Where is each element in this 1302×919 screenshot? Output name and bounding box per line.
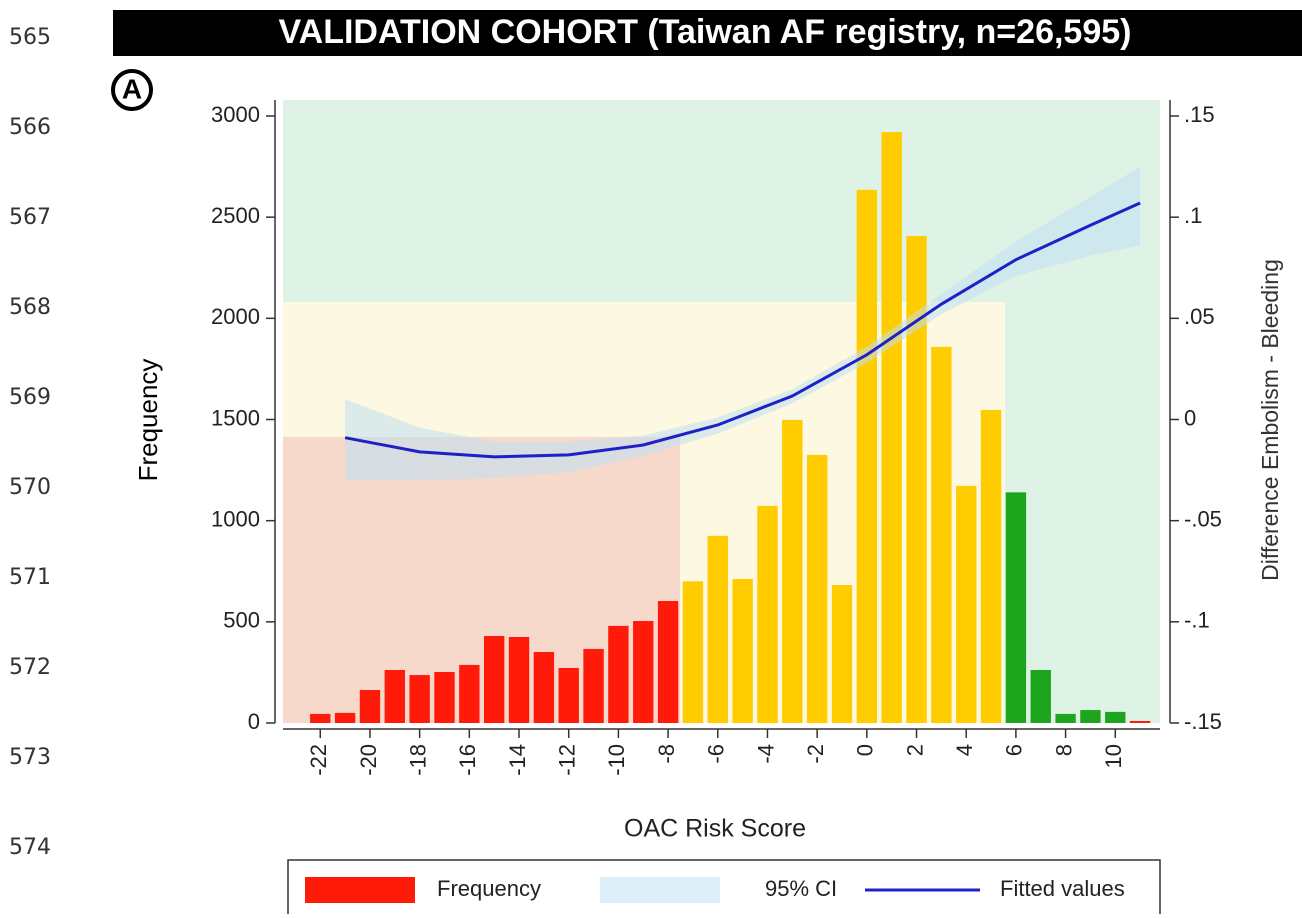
bar [508, 637, 530, 723]
bar [310, 713, 331, 723]
bar [533, 651, 555, 723]
y2-tick-label: -.15 [1184, 709, 1222, 734]
bar [384, 669, 405, 723]
bar [906, 235, 927, 723]
y-tick-label: 3000 [211, 102, 260, 127]
bar [483, 635, 505, 723]
x-tick-label: -22 [306, 744, 331, 776]
chart-title: VALIDATION COHORT (Taiwan AF registry, n… [279, 13, 1132, 51]
x-tick-label: -20 [356, 744, 381, 776]
bar [359, 690, 381, 723]
bar [1080, 710, 1101, 723]
y-tick-label: 2000 [211, 304, 260, 329]
title-bar [113, 10, 1302, 56]
legend-label: Frequency [437, 876, 541, 901]
bar [707, 535, 728, 723]
bar [1129, 720, 1151, 723]
y-tick-label: 2500 [211, 203, 260, 228]
bar [806, 454, 828, 723]
bar [732, 578, 753, 723]
x-tick-label: -6 [704, 744, 729, 764]
bar [459, 664, 480, 723]
bar [558, 667, 579, 723]
y2-tick-label: .05 [1184, 304, 1215, 329]
bar [434, 672, 455, 723]
bar [633, 621, 654, 723]
y-tick-label: 500 [223, 608, 260, 633]
bar [956, 485, 977, 723]
bar [1030, 669, 1051, 723]
line-number: 569 [9, 385, 51, 410]
line-number: 566 [9, 115, 51, 140]
bar [931, 346, 952, 723]
panel-label: A [122, 73, 142, 104]
bar [1055, 713, 1076, 723]
bar [608, 625, 629, 723]
x-axis-title: OAC Risk Score [624, 815, 806, 843]
x-tick-label: -14 [505, 744, 530, 776]
bar [757, 505, 778, 723]
legend [287, 859, 1161, 919]
x-tick-label: 2 [902, 744, 927, 756]
line-number: 573 [9, 745, 51, 770]
panel-circle [111, 69, 153, 111]
bar [334, 712, 356, 723]
bar [1105, 711, 1126, 723]
line-number: 571 [9, 565, 51, 590]
line-number: 568 [9, 295, 51, 320]
bar [657, 600, 679, 723]
y2-axis-title: Difference Embolism - Bleeding [1257, 259, 1283, 581]
bar [831, 585, 853, 723]
y-tick-label: 0 [248, 709, 260, 734]
x-tick-label: -2 [803, 744, 828, 764]
y2-tick-label: .15 [1184, 102, 1215, 127]
x-tick-label: -4 [753, 744, 778, 764]
x-tick-label: 10 [1101, 744, 1126, 768]
bar [856, 189, 878, 723]
x-tick-label: -18 [405, 744, 430, 776]
x-tick-label: -10 [604, 744, 629, 776]
x-tick-label: 6 [1002, 744, 1027, 756]
legend-label: Fitted values [1000, 876, 1125, 901]
y2-tick-label: 0 [1184, 405, 1196, 430]
y2-tick-label: -.1 [1184, 608, 1210, 633]
x-tick-label: 8 [1051, 744, 1076, 756]
x-tick-label: -12 [555, 744, 580, 776]
x-tick-label: -16 [455, 744, 480, 776]
bar [682, 581, 704, 723]
legend-swatch [600, 877, 720, 903]
x-tick-label: -8 [654, 744, 679, 764]
y-tick-label: 1500 [211, 405, 260, 430]
fitted-line [344, 201, 1141, 459]
line-number: 570 [9, 475, 51, 500]
y2-tick-label: .1 [1184, 203, 1202, 228]
bar [881, 131, 902, 724]
legend-label: 95% CI [765, 876, 837, 901]
legend-swatch [305, 877, 415, 903]
bar [583, 648, 604, 723]
y-axis-title: Frequency [133, 359, 163, 482]
bar [409, 675, 430, 723]
line-number: 574 [9, 835, 51, 860]
x-tick-label: 4 [952, 744, 977, 756]
bar [1005, 492, 1027, 723]
line-number: 567 [9, 205, 51, 230]
bar [782, 419, 803, 723]
ci-band [345, 166, 1141, 481]
line-number: 572 [9, 655, 51, 680]
line-number: 565 [9, 25, 51, 50]
bar [980, 409, 1002, 723]
y-tick-label: 1000 [211, 506, 260, 531]
x-tick-label: 0 [853, 744, 878, 756]
y2-tick-label: -.05 [1184, 506, 1222, 531]
